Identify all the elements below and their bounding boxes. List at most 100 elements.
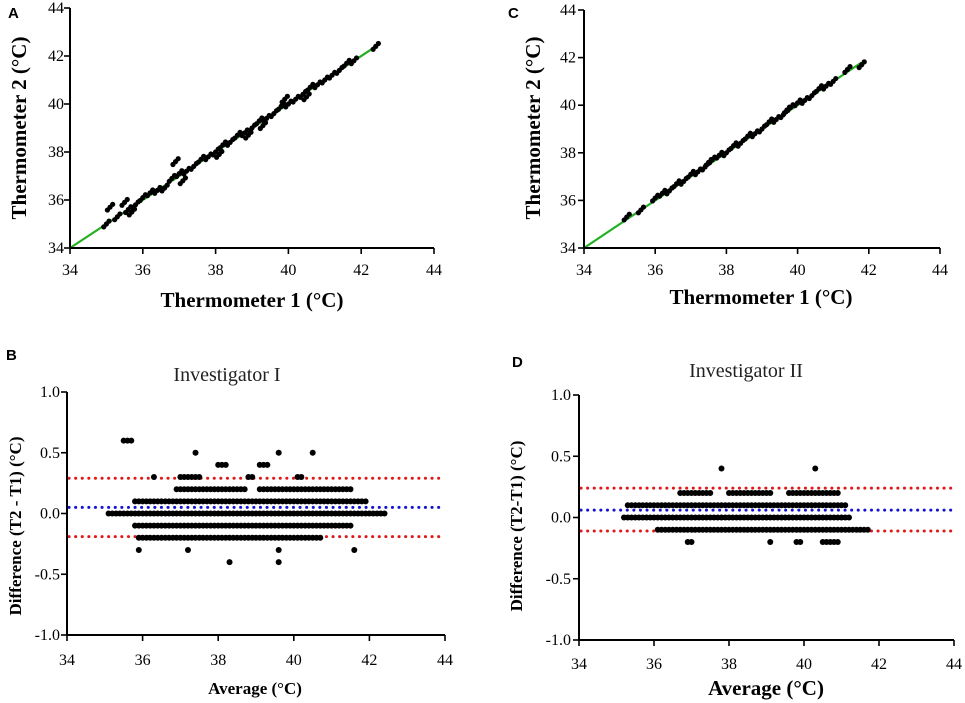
panel-d-x-tick-label: 36: [646, 656, 662, 673]
panel-a-data-point: [112, 217, 118, 223]
panel-c-data-point: [714, 155, 720, 161]
panel-c-axes: [583, 10, 940, 249]
panel-d-data-point: [797, 539, 804, 545]
panel-a-data-point: [110, 201, 116, 207]
panel-a-data-point: [312, 85, 318, 91]
panel-c-data-point: [842, 69, 848, 75]
panel-a-data-point: [375, 40, 381, 47]
panel-a-data-point: [126, 212, 132, 218]
panel-a-data-point: [224, 142, 231, 148]
panel-d-data-point: [688, 539, 695, 545]
panel-b-data-point: [275, 546, 282, 553]
panel-b-y-tick-label: 0.5: [40, 445, 60, 462]
panel-a-x-tick-label: 44: [426, 262, 442, 279]
panel-b-data-point: [150, 474, 157, 481]
panel-a-data-point: [319, 80, 325, 86]
panel-a-data-point: [119, 202, 125, 208]
panel-c-data-point: [671, 183, 677, 190]
panel-b-title: Investigator I: [173, 364, 280, 386]
panel-a-data-point: [166, 178, 172, 184]
panel-d-letter: D: [512, 354, 523, 371]
panel-a-data-point: [268, 113, 274, 120]
panel-c-data-point: [833, 75, 839, 82]
panel-c-ticks: 34 36 38 40 42 44 34 36 38 40 42 44: [560, 2, 948, 279]
panel-b-data-point: [128, 437, 135, 444]
panel-b-data-point: [381, 510, 388, 517]
panel-c-data-point: [828, 81, 834, 87]
panel-a-data-point: [341, 63, 347, 69]
panel-d-x-tick-label: 34: [571, 656, 587, 673]
panel-c-data-point: [806, 95, 812, 102]
panel-a-data-point: [159, 188, 165, 194]
panel-c-data-point: [728, 145, 734, 152]
panel-a-data-point: [262, 120, 269, 126]
panel-c-data-point: [799, 100, 805, 106]
panel-d-points: [621, 465, 871, 545]
panel-a-x-axis-title: Thermometer 1 (°C): [161, 288, 344, 312]
panel-c-data-point: [813, 88, 819, 94]
panel-b-data-point: [351, 546, 358, 553]
panel-c-data-point: [820, 86, 827, 92]
panel-a-data-point: [182, 175, 189, 181]
panel-b-x-tick-label: 36: [135, 652, 151, 669]
panel-a-data-point: [117, 211, 123, 217]
panel-d-x-tick-label: 42: [871, 656, 887, 673]
panel-c-data-point: [778, 114, 784, 121]
panel-b-data-point: [249, 474, 256, 481]
panel-b-data-point: [298, 474, 305, 481]
panel-c-data-point: [792, 103, 798, 109]
panel-a-data-point: [104, 207, 111, 213]
panel-c-data-point: [708, 156, 714, 163]
panel-d: D Investigator II 34 36 38 40 42 44 -1.0 -0.5 0.…: [507, 354, 962, 700]
panel-c-x-tick-label: 34: [576, 262, 592, 279]
panel-a-y-tick-label: 34: [48, 240, 64, 257]
panel-c: C 34 36 38 40 42 44 34 36 38 40 42 44 Thermometer 1…: [508, 2, 948, 309]
panel-a-letter: A: [8, 5, 19, 22]
panel-a: A 34 36 38 40 42 44 34 36 38 40 42 44 Thermometer 1…: [7, 0, 442, 312]
panel-c-x-tick-label: 44: [932, 262, 948, 279]
panel-a-y-axis-title: Thermometer 2 (°C): [7, 37, 31, 220]
panel-d-data-point: [707, 490, 714, 496]
panel-c-x-tick-label: 36: [647, 262, 663, 279]
panel-c-data-point: [692, 172, 698, 178]
panel-b-data-point: [192, 449, 199, 456]
panel-b-data-point: [309, 449, 316, 456]
panel-d-data-point: [842, 502, 849, 509]
panel-a-data-point: [137, 197, 143, 204]
panel-c-data-point: [786, 104, 793, 110]
panel-a-ticks: 34 36 38 40 42 44 34 36 38 40 42 44: [48, 0, 442, 279]
panel-c-data-point: [756, 129, 763, 135]
panel-a-x-tick-label: 38: [208, 262, 224, 279]
panel-a-data-point: [348, 61, 354, 67]
panel-c-y-tick-label: 38: [560, 145, 576, 162]
panel-b-x-tick-label: 42: [361, 652, 377, 669]
panel-a-data-point: [175, 156, 181, 162]
panel-a-data-point: [173, 173, 180, 180]
panel-a-data-point: [248, 129, 254, 135]
panel-a-data-point: [290, 99, 296, 105]
panel-b-data-point: [275, 449, 282, 456]
panel-a-data-point: [124, 196, 130, 203]
panel-c-data-point: [749, 134, 755, 140]
panel-c-y-tick-label: 42: [560, 50, 576, 67]
panel-d-data-point: [767, 490, 774, 496]
panel-b-data-point: [226, 559, 233, 566]
panel-c-data-point: [856, 64, 862, 71]
panel-a-data-point: [195, 159, 202, 165]
panel-c-x-tick-label: 40: [790, 262, 806, 279]
panel-b-data-point: [222, 461, 229, 468]
panel-c-y-tick-label: 44: [560, 2, 576, 19]
panel-a-data-point: [370, 46, 376, 52]
panel-a-data-point: [188, 166, 194, 172]
panel-a-data-point: [243, 135, 249, 141]
panel-b: B Investigator I 34 36 38 40 42 44 -1.0 -0.5 0.0…: [6, 347, 453, 698]
panel-d-data-point: [864, 526, 871, 533]
panel-b-axes: [66, 392, 445, 636]
panel-b-y-tick-label: -0.5: [35, 566, 60, 583]
panel-a-data-point: [301, 97, 307, 103]
panel-a-y-tick-label: 36: [48, 192, 64, 209]
panel-c-data-point: [664, 191, 670, 197]
panel-c-data-point: [742, 136, 748, 142]
panel-d-data-point: [718, 465, 725, 472]
